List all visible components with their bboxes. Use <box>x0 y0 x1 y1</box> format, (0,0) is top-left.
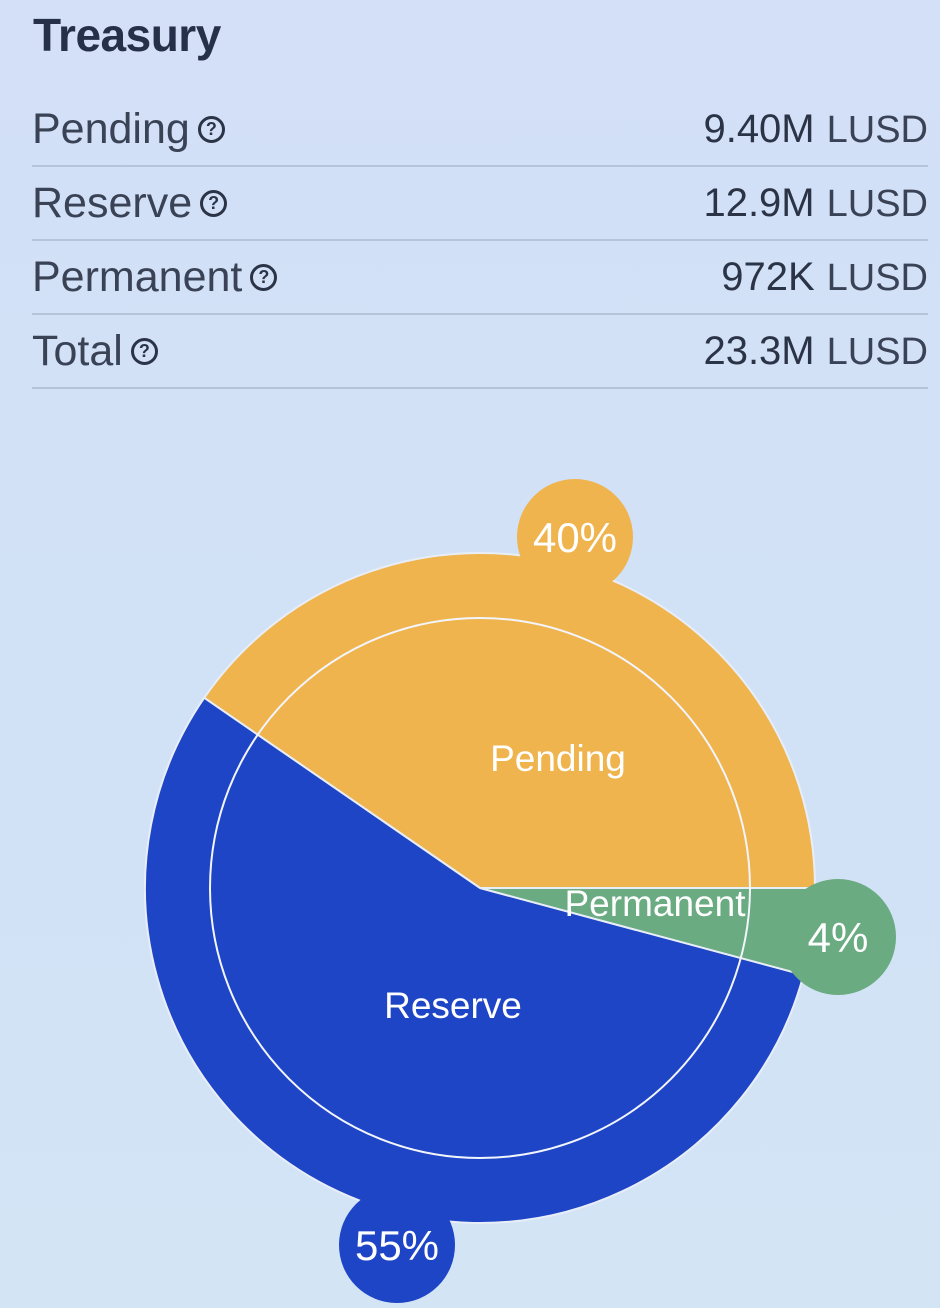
row-pending: Pending? 9.40M LUSD <box>32 93 928 167</box>
row-label: Total <box>32 326 123 375</box>
row-value: 12.9M <box>703 180 815 225</box>
question-circle-icon[interactable]: ? <box>200 189 228 217</box>
row-label: Reserve <box>32 178 193 227</box>
question-circle-icon[interactable]: ? <box>250 263 278 291</box>
row-label: Pending <box>32 104 190 153</box>
percent-bubble-pending <box>517 479 633 595</box>
percent-bubble-reserve <box>339 1187 455 1303</box>
percent-bubble-permanent <box>780 879 896 995</box>
row-unit: LUSD <box>826 256 928 299</box>
row-value: 972K <box>721 254 815 299</box>
row-permanent: Permanent? 972K LUSD <box>32 241 928 315</box>
percent-label-pending: 40% <box>533 514 617 561</box>
slice-label-pending: Pending <box>490 738 626 779</box>
inner-ring <box>209 617 751 1159</box>
question-circle-icon[interactable]: ? <box>130 337 158 365</box>
percent-label-reserve: 55% <box>355 1222 439 1269</box>
slice-label-permanent: Permanent <box>565 883 747 924</box>
row-value: 23.3M <box>703 328 815 373</box>
row-unit: LUSD <box>826 182 928 225</box>
row-unit: LUSD <box>826 330 928 373</box>
page-title: Treasury <box>33 9 221 61</box>
percent-label-permanent: 4% <box>808 914 869 961</box>
pie-slice-reserve[interactable] <box>144 696 805 1224</box>
row-value: 9.40M <box>703 106 815 151</box>
row-label: Permanent <box>32 252 243 301</box>
slice-label-reserve: Reserve <box>384 985 522 1026</box>
row-unit: LUSD <box>826 108 928 151</box>
question-circle-icon[interactable]: ? <box>197 115 225 143</box>
treasury-summary: Pending? 9.40M LUSD Reserve? 12.9M LUSD Pe… <box>32 93 928 389</box>
row-total: Total? 23.3M LUSD <box>32 315 928 389</box>
row-reserve: Reserve? 12.9M LUSD <box>32 167 928 241</box>
